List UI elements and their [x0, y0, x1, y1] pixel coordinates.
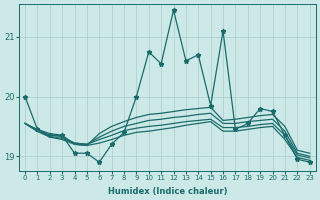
- X-axis label: Humidex (Indice chaleur): Humidex (Indice chaleur): [108, 187, 227, 196]
